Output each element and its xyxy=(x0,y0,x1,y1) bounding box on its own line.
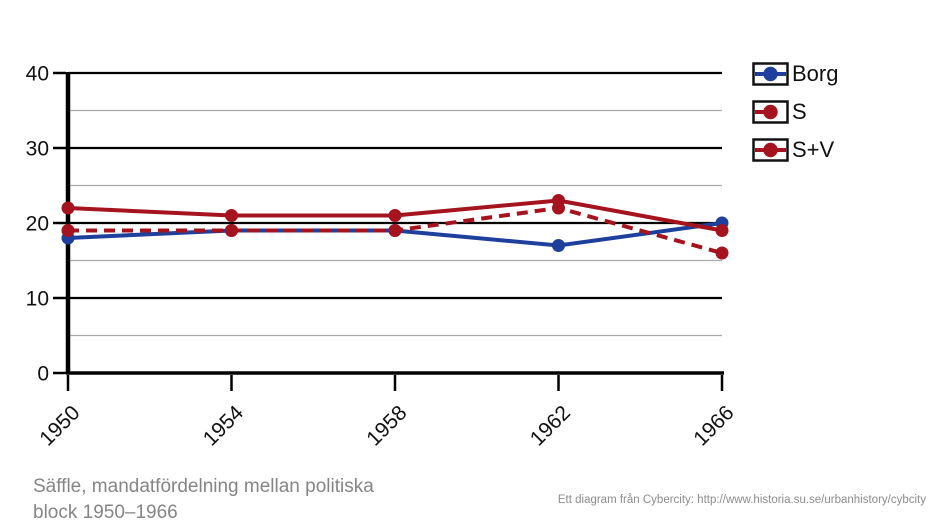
data-point xyxy=(552,194,565,207)
y-tick-label: 20 xyxy=(26,213,49,236)
chart-title: Säffle, mandatfördelning mellan politisk… xyxy=(33,474,374,521)
legend-label-sv: S+V xyxy=(792,137,835,162)
y-tick-label: 0 xyxy=(37,363,49,386)
data-point xyxy=(715,224,729,237)
legend-item-sv: S+V xyxy=(752,138,838,162)
y-tick-label: 10 xyxy=(26,288,49,311)
series-sv xyxy=(61,194,729,237)
data-point xyxy=(225,209,238,222)
data-point xyxy=(61,224,75,237)
x-tick-label: 1958 xyxy=(362,401,411,450)
data-point xyxy=(225,224,238,237)
x-tick-label: 1966 xyxy=(689,401,738,450)
legend-item-s: S xyxy=(752,100,838,124)
credit-text: Ett diagram från Cybercity: http://www.h… xyxy=(557,494,926,506)
y-tick-label: 30 xyxy=(26,138,49,161)
y-tick-label: 40 xyxy=(26,63,49,86)
legend-swatch-s-icon xyxy=(752,100,789,124)
legend-label-borg: Borg xyxy=(792,61,839,86)
legend-swatch-borg-icon xyxy=(752,62,789,86)
legend-item-borg: Borg xyxy=(752,62,838,86)
chart-title-line2: block 1950–1966 xyxy=(33,502,178,521)
axes xyxy=(65,72,724,375)
chart-title-line1: Säffle, mandatfördelning mellan politisk… xyxy=(33,476,374,497)
data-point xyxy=(388,209,402,222)
legend-swatch-sv-icon xyxy=(752,138,789,162)
data-point xyxy=(388,224,402,237)
legend-label-s: S xyxy=(792,99,807,124)
chart-plot: 0 10 20 30 40 1950 1954 1958 1962 1966 xyxy=(26,63,739,451)
x-axis-labels: 1950 1954 1958 1962 1966 xyxy=(35,375,739,451)
data-point xyxy=(715,246,729,260)
y-axis-labels: 0 10 20 30 40 xyxy=(26,63,66,386)
gridlines-minor xyxy=(68,109,722,337)
legend: Borg S S+V xyxy=(752,62,838,176)
x-tick-label: 1954 xyxy=(199,401,249,451)
series-s xyxy=(61,201,729,260)
data-point xyxy=(61,201,75,215)
data-point xyxy=(552,239,565,252)
x-tick-label: 1950 xyxy=(35,401,84,450)
x-tick-label: 1962 xyxy=(526,401,575,450)
